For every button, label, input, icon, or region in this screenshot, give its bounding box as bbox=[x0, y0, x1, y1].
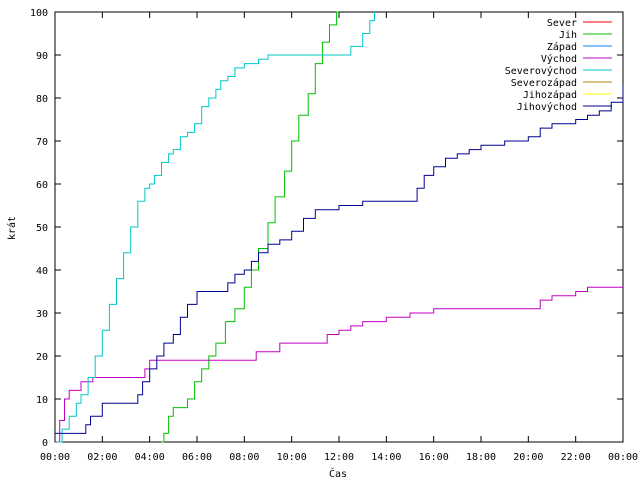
y-tick-label: 10 bbox=[36, 395, 48, 406]
x-tick-label: 00:00 bbox=[40, 452, 70, 463]
x-tick-label: 16:00 bbox=[419, 452, 449, 463]
x-tick-label: 22:00 bbox=[561, 452, 591, 463]
x-tick-label: 18:00 bbox=[466, 452, 496, 463]
series-line-vychod bbox=[55, 286, 623, 443]
x-tick-label: 02:00 bbox=[87, 452, 117, 463]
legend-label: Sever bbox=[547, 18, 577, 29]
x-tick-label: 08:00 bbox=[229, 452, 259, 463]
x-tick-label: 04:00 bbox=[135, 452, 165, 463]
series-line-jih bbox=[161, 11, 339, 443]
y-tick-label: 100 bbox=[30, 8, 48, 19]
y-axis-title: krát bbox=[6, 216, 18, 240]
x-tick-label: 06:00 bbox=[182, 452, 212, 463]
x-tick-label: 00:00 bbox=[608, 452, 638, 463]
x-tick-label: 20:00 bbox=[513, 452, 543, 463]
x-axis-title: Čas bbox=[329, 467, 347, 480]
x-tick-label: 12:00 bbox=[324, 452, 354, 463]
legend: SeverJihZápadVýchodSeverovýchodSeverozáp… bbox=[505, 18, 612, 113]
legend-label: Jih bbox=[559, 30, 577, 41]
x-tick-label: 14:00 bbox=[371, 452, 401, 463]
legend-label: Severovýchod bbox=[505, 65, 577, 77]
y-tick-label: 70 bbox=[36, 137, 48, 148]
y-tick-label: 60 bbox=[36, 180, 48, 191]
legend-label: Západ bbox=[547, 41, 577, 53]
series-line-jihovychod bbox=[55, 85, 624, 434]
y-tick-label: 50 bbox=[36, 223, 48, 234]
y-tick-label: 0 bbox=[42, 438, 48, 449]
plot-area: 0 10 20 30 40 50 60 70 80 90 100 00:00 02:00 04:00 06:… bbox=[30, 8, 638, 463]
y-tick-label: 90 bbox=[36, 51, 48, 62]
y-tick-label: 30 bbox=[36, 309, 48, 320]
y-tick-label: 20 bbox=[36, 352, 48, 363]
legend-label: Východ bbox=[541, 53, 577, 65]
x-tick-label: 10:00 bbox=[277, 452, 307, 463]
legend-label: Severozápad bbox=[511, 77, 577, 89]
y-tick-label: 40 bbox=[36, 266, 48, 277]
y-tick-label: 80 bbox=[36, 94, 48, 105]
legend-label: Jihozápad bbox=[523, 89, 577, 101]
legend-label: Jihovýchod bbox=[517, 101, 577, 113]
series-line-severovychod bbox=[57, 12, 375, 443]
